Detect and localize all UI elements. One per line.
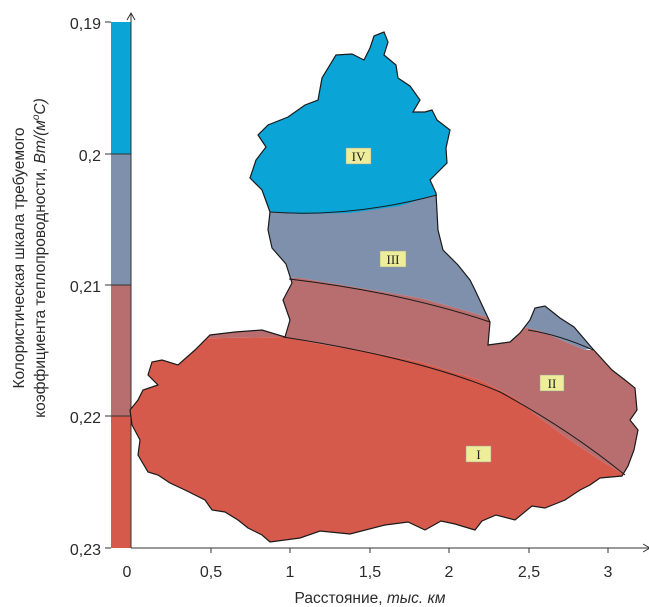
colorbar-tick-label: 0,21: [70, 279, 101, 296]
x-tick-label: 2: [445, 564, 454, 581]
x-tick-label: 0,5: [200, 564, 222, 581]
colorbar-segment: [111, 22, 131, 154]
colorbar-segment: [111, 416, 131, 548]
zone-label-i: I: [476, 447, 480, 462]
colorbar-title-line2: коэффициента теплопроводности, Вт/(мoС): [31, 98, 49, 418]
zone-labels: IV III II I: [345, 147, 565, 463]
zone-iv-fill: [130, 32, 638, 220]
zone-label-box: [379, 250, 407, 268]
x-axis-ticks: 0 0,5 1 1,5 2 2,5 3: [123, 548, 613, 581]
colorbar-tick-label: 0,2: [79, 148, 101, 165]
colorbar-segment: [111, 154, 131, 285]
colorbar-segment: [111, 285, 131, 416]
colorbar-title: Колористическая шкала требуемого коэффиц…: [11, 98, 49, 418]
axes: [126, 11, 649, 553]
colorbar-tick-label: 0,19: [70, 16, 101, 33]
zone-boundary: [282, 336, 626, 476]
zone-label-box: [539, 374, 565, 392]
zone-boundary: [288, 278, 491, 323]
region-map: [129, 31, 639, 543]
colorbar-title-line1: Колористическая шкала требуемого: [11, 127, 28, 388]
x-axis-arrow: [642, 543, 649, 553]
x-tick-label: 3: [604, 564, 613, 581]
zone-label-ii: II: [548, 376, 557, 391]
x-tick-label: 1,5: [359, 564, 381, 581]
zone-label-iv: IV: [352, 149, 366, 164]
x-tick-label: 1: [286, 564, 295, 581]
zone-boundary: [269, 194, 438, 214]
zone-label-box: [465, 445, 492, 463]
colorbar-tick-label: 0,23: [70, 542, 101, 559]
y-axis-arrow: [126, 11, 136, 21]
zone-label-box: [345, 147, 372, 165]
x-tick-label: 0: [123, 564, 132, 581]
zone-label-iii: III: [387, 252, 400, 267]
zone-boundary: [527, 329, 594, 351]
colorbar: 0,19 0,2 0,21 0,22 0,23: [70, 16, 131, 559]
x-tick-label: 2,5: [518, 564, 540, 581]
colorbar-tick-label: 0,22: [70, 410, 101, 427]
x-axis-title: Расстояние, тыс. км: [295, 590, 446, 607]
